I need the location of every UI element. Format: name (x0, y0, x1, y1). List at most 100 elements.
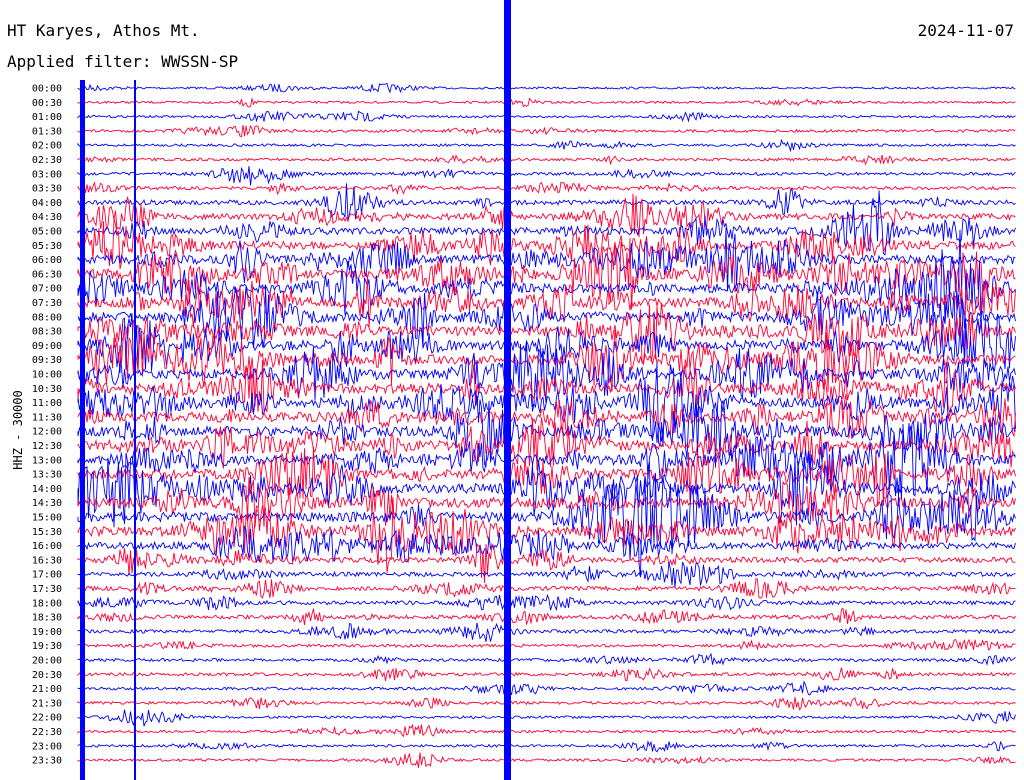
row-label-0230: 02:30 (32, 155, 62, 166)
row-label-1500: 15:00 (32, 513, 62, 524)
trace-row-0400 (77, 183, 1016, 220)
trace-row-1830 (77, 607, 1016, 626)
row-label-2200: 22:00 (32, 713, 62, 724)
trace-row-1930 (77, 638, 1016, 651)
row-label-1000: 10:00 (32, 370, 62, 381)
row-label-0800: 08:00 (32, 312, 62, 323)
row-label-0430: 04:30 (32, 212, 62, 223)
row-label-0400: 04:00 (32, 198, 62, 209)
row-label-1300: 13:00 (32, 455, 62, 466)
row-label-0530: 05:30 (32, 241, 62, 252)
trace-row-0700 (77, 229, 1016, 352)
trace-row-0800 (77, 284, 1016, 349)
trace-row-1030 (77, 360, 1016, 413)
filter-label: Applied filter: WWSSN-SP (7, 52, 239, 71)
trace-row-0630 (77, 238, 1016, 310)
artifact-bar-2 (134, 80, 136, 780)
row-label-0100: 01:00 (32, 112, 62, 123)
row-label-1830: 18:30 (32, 613, 62, 624)
row-label-2300: 23:00 (32, 741, 62, 752)
trace-row-1500 (77, 461, 1016, 578)
row-label-0830: 08:30 (32, 327, 62, 338)
trace-row-2030 (77, 667, 1016, 682)
trace-row-0230 (77, 154, 1016, 166)
trace-row-0130 (77, 124, 1016, 138)
row-label-1530: 15:30 (32, 527, 62, 538)
trace-row-1300 (77, 421, 1016, 500)
row-label-0600: 06:00 (32, 255, 62, 266)
trace-row-1730 (77, 577, 1016, 599)
row-label-1700: 17:00 (32, 570, 62, 581)
artifact-bar-3 (504, 0, 511, 780)
trace-row-0100 (77, 110, 1016, 123)
trace-row-0900 (77, 312, 1016, 373)
row-label-1630: 16:30 (32, 555, 62, 566)
row-label-1130: 11:30 (32, 412, 62, 423)
row-label-1730: 17:30 (32, 584, 62, 595)
row-label-0330: 03:30 (32, 184, 62, 195)
trace-row-1630 (77, 542, 1016, 584)
row-label-1200: 12:00 (32, 427, 62, 438)
trace-row-1100 (77, 362, 1016, 448)
trace-row-1700 (77, 561, 1016, 588)
trace-row-2300 (77, 740, 1016, 753)
trace-row-1900 (77, 622, 1016, 642)
trace-row-1230 (77, 417, 1016, 471)
trace-row-2100 (77, 680, 1016, 696)
trace-row-1130 (77, 394, 1016, 439)
row-label-1900: 19:00 (32, 627, 62, 638)
row-label-0030: 00:30 (32, 98, 62, 109)
trace-row-0930 (77, 329, 1016, 392)
row-label-2330: 23:30 (32, 756, 62, 767)
trace-row-2130 (77, 696, 1016, 711)
row-label-0130: 01:30 (32, 126, 62, 137)
row-label-layer: 00:00 00:30 01:00 01:30 02:00 02:30 03:00 03:30… (32, 84, 62, 767)
trace-row-0830 (77, 303, 1016, 364)
trace-row-0000 (77, 82, 1016, 94)
trace-layer (77, 0, 1016, 780)
row-label-1030: 10:30 (32, 384, 62, 395)
row-label-2030: 20:30 (32, 670, 62, 681)
row-label-1230: 12:30 (32, 441, 62, 452)
trace-row-0330 (77, 181, 1016, 196)
trace-row-2230 (77, 723, 1016, 738)
trace-row-2000 (77, 652, 1016, 667)
row-label-1430: 14:30 (32, 498, 62, 509)
row-label-0730: 07:30 (32, 298, 62, 309)
row-label-0200: 02:00 (32, 141, 62, 152)
trace-row-0500 (77, 190, 1016, 256)
row-label-0900: 09:00 (32, 341, 62, 352)
row-label-1330: 13:30 (32, 470, 62, 481)
row-label-0700: 07:00 (32, 284, 62, 295)
trace-row-2200 (77, 709, 1016, 727)
station-title: HT Karyes, Athos Mt. (7, 21, 200, 40)
trace-row-1600 (77, 524, 1016, 563)
trace-row-1330 (77, 446, 1016, 507)
row-label-2130: 21:30 (32, 698, 62, 709)
trace-row-2330 (77, 752, 1016, 768)
trace-row-0600 (77, 227, 1016, 292)
row-label-2230: 22:30 (32, 727, 62, 738)
row-label-1600: 16:00 (32, 541, 62, 552)
row-label-2100: 21:00 (32, 684, 62, 695)
row-label-0000: 00:00 (32, 84, 62, 95)
row-label-1930: 19:30 (32, 641, 62, 652)
row-label-2000: 20:00 (32, 656, 62, 667)
row-label-1400: 14:00 (32, 484, 62, 495)
row-label-0300: 03:00 (32, 169, 62, 180)
trace-row-0530 (77, 218, 1016, 270)
date-label: 2024-11-07 (917, 21, 1014, 40)
row-label-0500: 05:00 (32, 227, 62, 238)
trace-row-1200 (77, 394, 1016, 468)
trace-row-1800 (77, 593, 1016, 612)
row-label-0630: 06:30 (32, 269, 62, 280)
row-label-0930: 09:30 (32, 355, 62, 366)
trace-row-0300 (77, 166, 1016, 186)
row-label-1100: 11:00 (32, 398, 62, 409)
trace-row-0200 (77, 138, 1016, 153)
row-label-1800: 18:00 (32, 598, 62, 609)
trace-row-1430 (77, 477, 1016, 528)
trace-row-0430 (77, 193, 1016, 238)
trace-row-0030 (77, 97, 1016, 108)
